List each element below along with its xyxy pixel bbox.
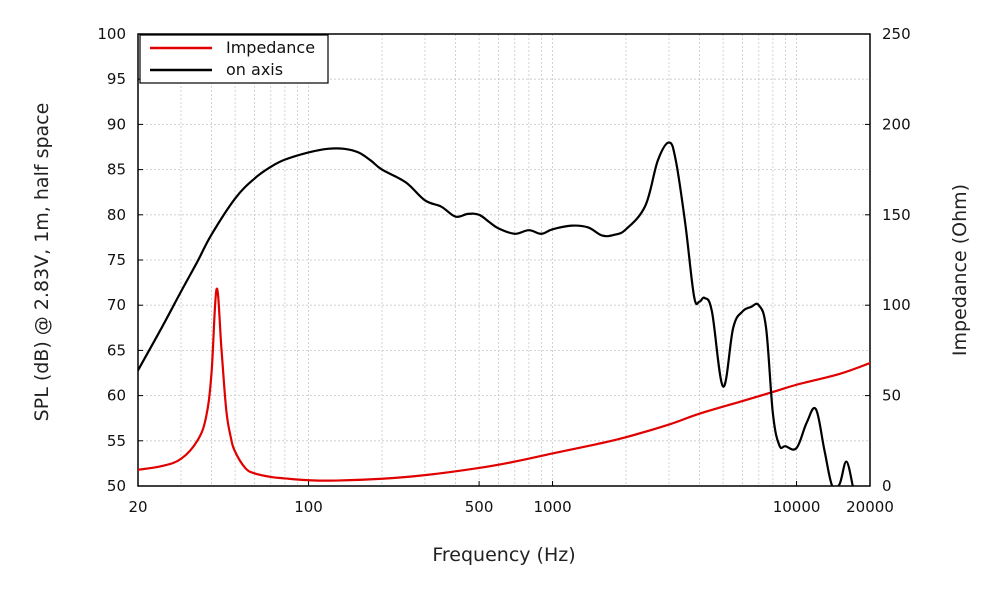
legend-label-on-axis: on axis [226,60,283,79]
series-line-impedance [138,287,870,482]
y-left-tick-label: 60 [107,387,126,405]
y-left-tick-label: 70 [107,296,126,314]
y-right-tick-label: 0 [882,477,892,495]
x-tick-label: 1000 [533,498,571,516]
y-axis-left-title: SPL (dB) @ 2.83V, 1m, half space [31,103,53,422]
y-left-tick-label: 95 [107,70,126,88]
legend-box [139,34,329,84]
y-left-tick-label: 100 [97,25,126,43]
x-tick-label: 20 [128,498,147,516]
y-left-tick-label: 65 [107,341,126,359]
y-left-tick-label: 80 [107,206,126,224]
y-right-tick-label: 250 [882,25,911,43]
axis-ticks: 20 100 500 1000 10000 20000505560657075808590… [97,25,910,516]
series-group [138,141,870,486]
y-axis-right-title: Impedance (Ohm) [949,184,971,356]
y-right-tick-label: 50 [882,387,901,405]
y-left-tick-label: 75 [107,251,126,269]
grid [137,34,871,486]
y-right-tick-label: 100 [882,296,911,314]
y-left-tick-label: 90 [107,115,126,133]
x-tick-label: 10000 [773,498,821,516]
series-line-on-axis [138,141,854,486]
y-left-tick-label: 85 [107,161,126,179]
x-axis-title: Frequency (Hz) [432,544,575,566]
y-right-tick-label: 200 [882,115,911,133]
y-right-tick-label: 150 [882,206,911,224]
legend: Impedance on axis [139,34,329,84]
y-left-tick-label: 50 [107,477,126,495]
legend-label-impedance: Impedance [226,38,315,57]
x-tick-label: 100 [294,498,323,516]
x-tick-label: 20000 [846,498,894,516]
x-tick-label: 500 [465,498,494,516]
y-left-tick-label: 55 [107,432,126,450]
